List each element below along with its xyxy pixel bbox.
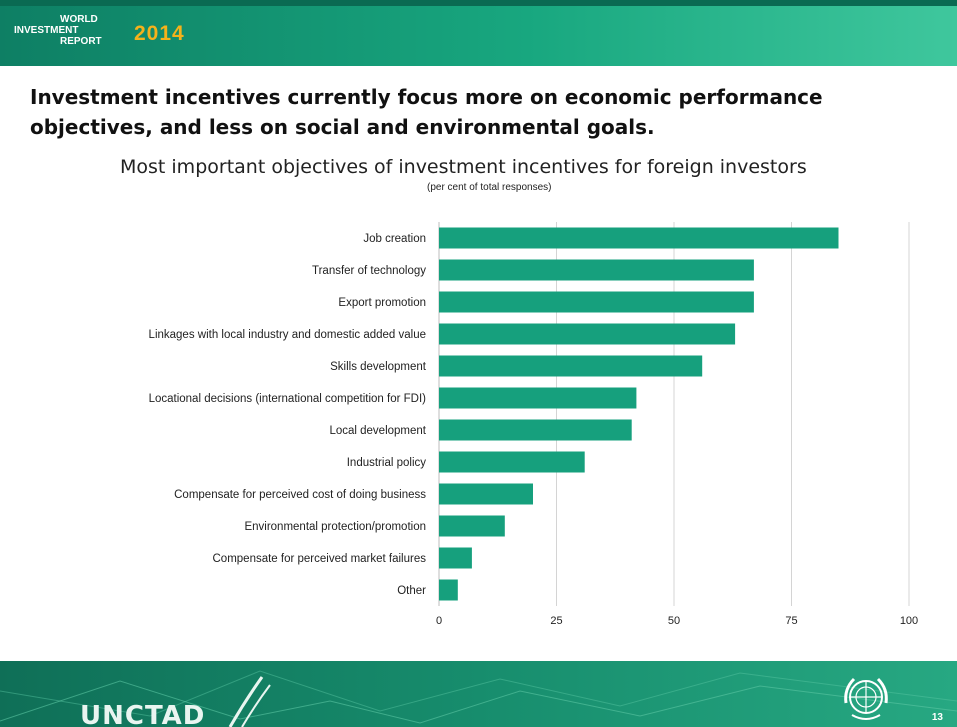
bar <box>439 259 754 281</box>
category-label: Compensate for perceived market failures <box>213 553 427 565</box>
footer-decoration <box>0 670 957 727</box>
category-label: Industrial policy <box>347 457 427 469</box>
un-emblem-icon <box>844 677 888 720</box>
bar <box>439 227 839 249</box>
footer-banner: UNCTAD 13 <box>0 661 957 727</box>
category-label: Other <box>397 585 426 597</box>
bar <box>439 515 505 537</box>
chart-subtitle: (per cent of total responses) <box>427 182 552 193</box>
header-band <box>0 0 957 6</box>
category-label: Export promotion <box>338 297 426 309</box>
category-label: Environmental protection/promotion <box>244 521 426 533</box>
bar <box>439 323 736 345</box>
logo-line-3: REPORT <box>60 36 102 47</box>
bar <box>439 355 703 377</box>
slide-title: Investment incentives currently focus mo… <box>30 85 823 139</box>
bar <box>439 387 637 409</box>
header-banner: WORLD INVESTMENT REPORT 2014 <box>0 0 957 66</box>
logo-year: 2014 <box>134 22 185 45</box>
x-tick-label: 25 <box>550 615 562 627</box>
bar <box>439 483 533 505</box>
category-label: Skills development <box>330 361 427 373</box>
category-label: Linkages with local industry and domesti… <box>149 329 426 341</box>
wir-logo: WORLD INVESTMENT REPORT 2014 <box>14 14 184 47</box>
x-tick-label: 0 <box>436 615 442 627</box>
chart-title: Most important objectives of investment … <box>120 156 807 178</box>
bar <box>439 291 754 313</box>
category-label: Transfer of technology <box>312 265 426 277</box>
bar <box>439 419 632 441</box>
bar <box>439 579 458 601</box>
category-label: Locational decisions (international comp… <box>149 393 427 405</box>
unctad-logo: UNCTAD <box>80 701 206 727</box>
logo-line-2: INVESTMENT <box>14 25 79 36</box>
x-tick-label: 75 <box>785 615 797 627</box>
category-label: Job creation <box>363 233 426 245</box>
x-tick-label: 100 <box>900 615 918 627</box>
bar <box>439 451 585 473</box>
category-label: Compensate for perceived cost of doing b… <box>174 489 426 501</box>
bar <box>439 547 472 569</box>
bar-chart: 0 25 50 75 100 Job creation Transfer of techno… <box>149 222 918 627</box>
x-tick-label: 50 <box>668 615 680 627</box>
category-label: Local development <box>329 425 426 437</box>
page-number: 13 <box>931 712 943 723</box>
logo-line-1: WORLD <box>60 14 98 25</box>
